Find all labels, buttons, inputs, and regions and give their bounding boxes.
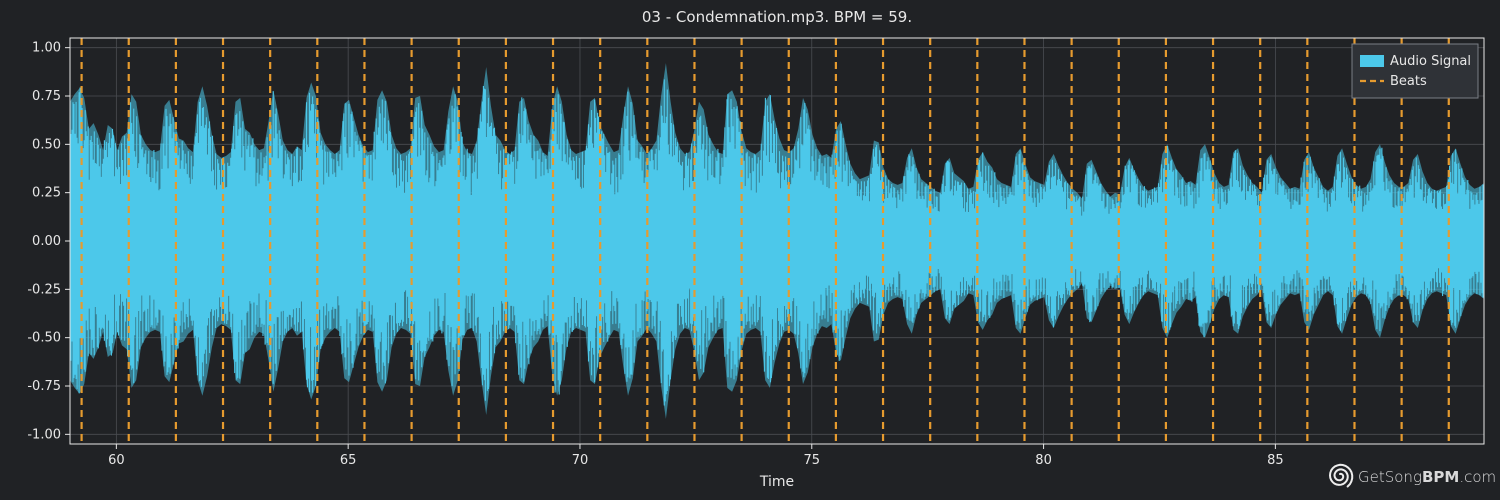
ytick-label: -0.50 — [27, 331, 61, 346]
ytick-label: -1.00 — [27, 427, 61, 442]
xtick-label: 70 — [572, 453, 589, 468]
xtick-label: 85 — [1267, 453, 1284, 468]
legend: Audio Signal Beats — [1352, 44, 1478, 98]
watermark-text: GetSongBPM.com — [1358, 468, 1496, 486]
legend-item-label: Beats — [1390, 74, 1427, 89]
x-axis-label: Time — [759, 474, 794, 490]
ytick-label: 1.00 — [32, 41, 61, 56]
xtick-label: 75 — [803, 453, 820, 468]
ytick-label: 0.75 — [32, 89, 61, 104]
ytick-label: 0.25 — [32, 186, 61, 201]
legend-item-label: Audio Signal — [1390, 54, 1471, 69]
ytick-label: -0.75 — [27, 379, 61, 394]
xtick-label: 80 — [1035, 453, 1052, 468]
ytick-label: 0.50 — [32, 137, 61, 152]
waveform-bpm-chart: 60 65 70 75 80 85 -1.00 -0.75 -0.50 -0.25 0.00 0.25… — [0, 0, 1500, 500]
xtick-label: 60 — [108, 453, 125, 468]
ytick-label: 0.00 — [32, 234, 61, 249]
ytick-label: -0.25 — [27, 282, 61, 297]
chart-title: 03 - Condemnation.mp3. BPM = 59. — [642, 8, 912, 26]
xtick-label: 65 — [340, 453, 357, 468]
